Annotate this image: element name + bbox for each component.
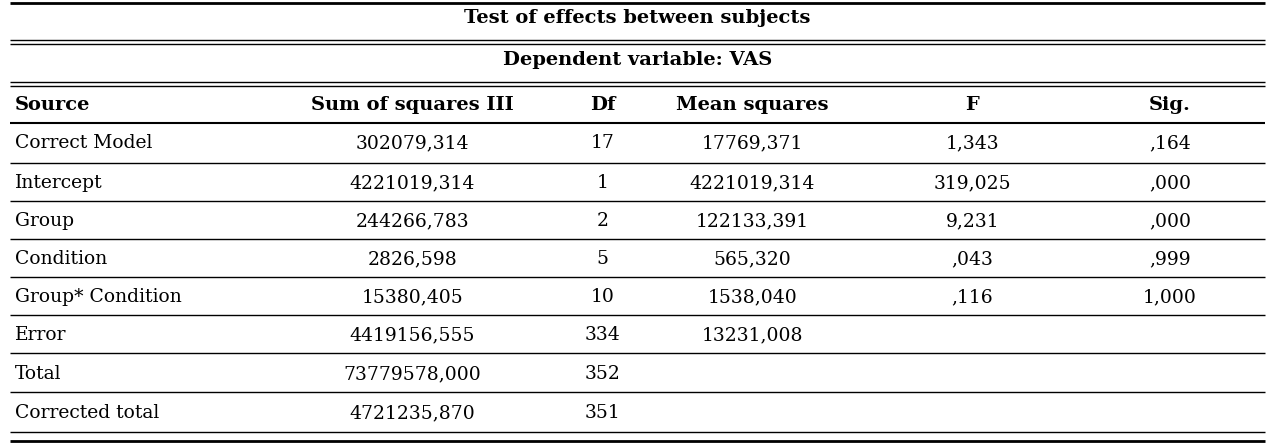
Text: 565,320: 565,320 [714,250,792,268]
Text: Mean squares: Mean squares [676,96,829,114]
Text: F: F [965,96,979,114]
Text: Group* Condition: Group* Condition [15,288,182,306]
Text: 4221019,314: 4221019,314 [349,174,476,192]
Text: 352: 352 [584,365,621,383]
Text: 122133,391: 122133,391 [696,212,810,230]
Text: Sig.: Sig. [1149,96,1191,114]
Text: 5: 5 [597,250,608,268]
Text: ,043: ,043 [951,250,993,268]
Text: 73779578,000: 73779578,000 [344,365,482,383]
Text: Df: Df [590,96,615,114]
Text: Error: Error [15,326,66,344]
Text: ,999: ,999 [1149,250,1191,268]
Text: ,000: ,000 [1149,212,1191,230]
Text: Test of effects between subjects: Test of effects between subjects [464,9,811,27]
Text: Sum of squares III: Sum of squares III [311,96,514,114]
Text: Intercept: Intercept [15,174,102,192]
Text: 302079,314: 302079,314 [356,134,469,152]
Text: 15380,405: 15380,405 [362,288,463,306]
Text: 17: 17 [590,134,615,152]
Text: 351: 351 [585,404,621,422]
Text: 9,231: 9,231 [946,212,1000,230]
Text: Source: Source [15,96,91,114]
Text: Dependent variable: VAS: Dependent variable: VAS [502,51,773,69]
Text: 1,343: 1,343 [946,134,1000,152]
Text: 1538,040: 1538,040 [708,288,797,306]
Text: 334: 334 [585,326,621,344]
Text: 4721235,870: 4721235,870 [349,404,476,422]
Text: 4419156,555: 4419156,555 [349,326,476,344]
Text: 1,000: 1,000 [1144,288,1197,306]
Text: ,164: ,164 [1149,134,1191,152]
Text: 2826,598: 2826,598 [367,250,458,268]
Text: ,000: ,000 [1149,174,1191,192]
Text: ,116: ,116 [951,288,993,306]
Text: 319,025: 319,025 [933,174,1011,192]
Text: Group: Group [15,212,74,230]
Text: 17769,371: 17769,371 [701,134,803,152]
Text: Total: Total [15,365,61,383]
Text: 244266,783: 244266,783 [356,212,469,230]
Text: Condition: Condition [15,250,107,268]
Text: 10: 10 [590,288,615,306]
Text: 1: 1 [597,174,608,192]
Text: Correct Model: Correct Model [15,134,153,152]
Text: Corrected total: Corrected total [15,404,159,422]
Text: 4221019,314: 4221019,314 [690,174,815,192]
Text: 13231,008: 13231,008 [701,326,803,344]
Text: 2: 2 [597,212,608,230]
